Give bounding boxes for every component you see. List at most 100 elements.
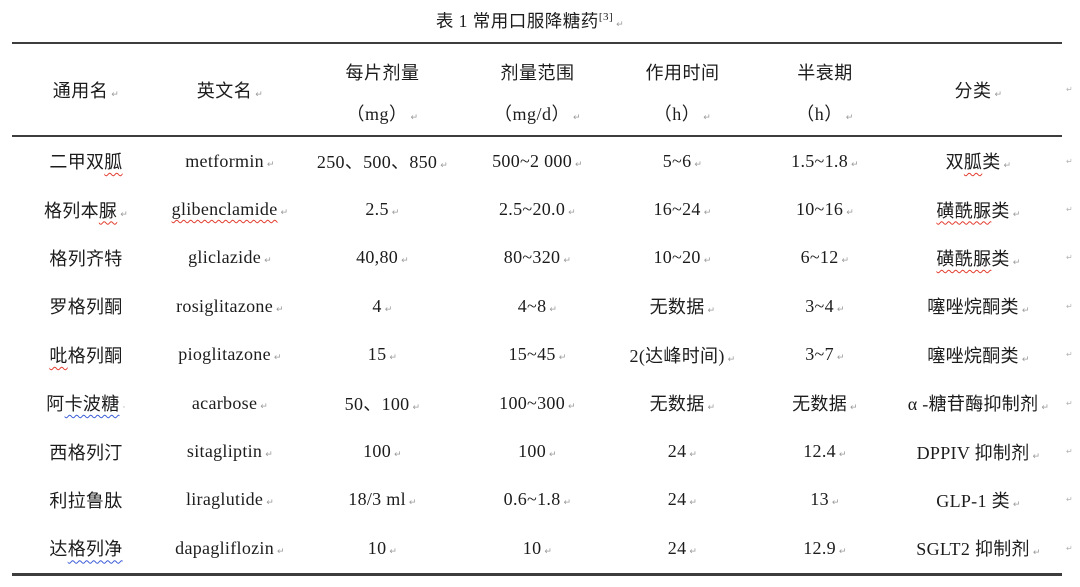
table-row: 吡格列酮 pioglitazone ↵ 15 ↵ 15~45 ↵ 2(达峰时间) ↵ 3~7 ↵ 噻唑… [12, 331, 1062, 379]
cell-text: gliclazide [188, 247, 262, 268]
cell-end-mark-icon: ↵ [850, 403, 858, 414]
cell-text: 3~7 [805, 344, 834, 365]
cell-text: 250、500、850 [316, 152, 438, 173]
cell-end-mark-icon: ↵ [563, 256, 572, 267]
cell-dose-range: 10 ↵ [465, 538, 610, 559]
table-row: 利拉鲁肽 liraglutide ↵ 18/3 ml ↵ 0.6~1.8 ↵ 24 ↵ 13 ↵ GL… [12, 476, 1062, 524]
cell-english-name: acarbose ↵ [160, 393, 300, 414]
spellcheck-red-underline: 磺酰脲 [936, 248, 992, 269]
cell-text: 噻唑烷酮类 [927, 345, 1019, 366]
header-label: 分类 ↵ [954, 80, 1003, 101]
cell-end-mark-icon: ↵ [689, 546, 698, 557]
cell-end-mark-icon: ↵ [389, 546, 398, 557]
header-action-time: 作用时间 （h） ↵ [610, 44, 755, 135]
cell-end-mark-icon: ↵ [1003, 161, 1012, 172]
cell-english-name: liraglutide ↵ [160, 489, 300, 510]
cell-text: liraglutide [185, 489, 264, 510]
spellcheck-red-underline: 胍 [963, 152, 983, 173]
header-label: 半衰期 [797, 63, 853, 83]
cell-end-mark-icon: ↵ [394, 450, 402, 461]
cell-generic-name: 吡格列酮 [12, 342, 160, 368]
cell-generic-name: 二甲双胍 [12, 148, 160, 174]
cell-text: 10~20 [653, 247, 701, 268]
cell-action-time: 2(达峰时间) ↵ [610, 342, 755, 368]
cell-end-mark-icon: ↵ [384, 304, 393, 315]
spellcheck-red-underline: 胍 [104, 152, 123, 173]
cell-end-mark-icon: ↵ [707, 306, 716, 317]
cell-generic-name: 阿卡波糖 · [12, 390, 160, 416]
cell-end-mark-icon: ↵ [568, 208, 576, 219]
spellcheck-blue-underline: 卡波糖 [64, 394, 120, 415]
header-dose-per-tablet: 每片剂量 （mg） ↵ [300, 44, 465, 135]
cell-end-mark-icon: ↵ [994, 89, 1003, 100]
cell-text: 5~6 [662, 150, 692, 171]
row-end-mark-icon: ↵ [1066, 85, 1073, 94]
cell-text: sitagliptin [186, 441, 263, 462]
cell-action-time: 10~20 ↵ [610, 247, 755, 268]
cell-end-mark-icon: ↵ [689, 498, 698, 509]
cell-end-mark-icon: ↵ [1041, 403, 1050, 414]
cell-text: dapagliflozin [175, 537, 275, 558]
table-title: 表 1 常用口服降糖药[3]↵ [0, 8, 1060, 33]
cell-text: 2(达峰时间) [629, 345, 725, 366]
cell-text: acarbose [191, 392, 258, 413]
cell-dose-per-tablet: 18/3 ml ↵ [300, 489, 465, 510]
cell-end-mark-icon: ↵ [544, 546, 553, 557]
cell-text: 24 [667, 441, 687, 462]
cell-text: 噻唑烷酮类 [927, 297, 1019, 318]
cell-text: DPPIV 抑制剂 [916, 442, 1030, 463]
paragraph-mark-icon: ↵ [616, 20, 625, 30]
header-row: 通用名 ↵ 英文名 ↵ 每片剂量 （mg） ↵ 剂量范围 （mg/d） ↵ 作用时间 （h） ↵ 半衰期 （… [12, 44, 1062, 137]
header-unit: （mg/d） ↵ [493, 104, 582, 124]
table-row: 西格列汀 sitagliptin ↵ 100 ↵ 100 ↵ 24 ↵ 12.4 ↵ DPPIV 抑制… [12, 427, 1062, 475]
cell-english-name: glibenclamide ↵ [160, 199, 300, 220]
spellcheck-blue-underline: 格列净 [67, 539, 123, 560]
table-row: 阿卡波糖 · acarbose ↵ 50、100 ↵ 100~300 ↵ 无数据 ↵ 无数据 ↵ α -… [12, 379, 1062, 427]
cell-text: 类 [991, 248, 1010, 269]
cell-end-mark-icon: ↵ [412, 403, 421, 414]
header-half-life: 半衰期 （h） ↵ [755, 44, 895, 135]
cell-end-mark-icon: ↵ [549, 304, 558, 315]
cell-end-mark-icon: ↵ [851, 159, 859, 170]
row-marks: ↵ ↵ ↵ ↵ ↵ ↵ ↵ ↵ ↵ ↵ [1066, 42, 1073, 573]
table-row: 格列本脲 ↵ glibenclamide ↵ 2.5 ↵ 2.5~20.0 ↵ 16~24 ↵ 10… [12, 185, 1062, 233]
cell-end-mark-icon: ↵ [689, 450, 698, 461]
cell-dose-range: 100~300 ↵ [465, 393, 610, 414]
cell-classification: DPPIV 抑制剂 ↵ [895, 439, 1062, 465]
cell-dose-per-tablet: 100 ↵ [300, 441, 465, 462]
cell-end-mark-icon: ↵ [694, 159, 703, 170]
table-row: 罗格列酮 rosiglitazone ↵ 4 ↵ 4~8 ↵ 无数据 ↵ 3~4 ↵ 噻唑烷酮类 ↵ [12, 282, 1062, 330]
cell-action-time: 5~6 ↵ [610, 151, 755, 172]
row-end-mark-icon: ↵ [1066, 253, 1073, 263]
spellcheck-red-underline: 磺酰脲 [936, 200, 992, 221]
cell-classification: 噻唑烷酮类 ↵ [895, 293, 1062, 319]
cell-text: 4 [372, 295, 382, 316]
cell-action-time: 16~24 ↵ [610, 199, 755, 220]
cell-end-mark-icon: ↵ [1012, 499, 1021, 510]
cell-half-life: 1.5~1.8 ↵ [755, 151, 895, 172]
cell-text: 3~4 [805, 295, 834, 316]
cell-text: 达 [49, 539, 68, 560]
cell-half-life: 6~12 ↵ [755, 247, 895, 268]
space-mark-icon: · [122, 403, 126, 414]
cell-english-name: metformin ↵ [160, 151, 300, 172]
cell-end-mark-icon: ↵ [727, 354, 736, 365]
spellcheck-red-underline: 脲 [98, 200, 118, 221]
citation-ref: [3] [598, 11, 614, 24]
header-unit: （mg） ↵ [346, 104, 419, 124]
header-label: 剂量范围 [500, 63, 575, 83]
cell-text: 阿 [46, 394, 65, 415]
cell-end-mark-icon: ↵ [572, 113, 582, 123]
cell-text: 100 [518, 441, 547, 462]
cell-english-name: gliclazide ↵ [160, 247, 300, 268]
cell-end-mark-icon: ↵ [266, 159, 275, 170]
cell-action-time: 24 ↵ [610, 538, 755, 559]
cell-text: pioglitazone [178, 344, 271, 365]
cell-dose-per-tablet: 40,80 ↵ [300, 247, 465, 268]
cell-end-mark-icon: ↵ [408, 498, 417, 509]
cell-dose-per-tablet: 2.5 ↵ [300, 199, 465, 220]
header-unit: （h） ↵ [653, 104, 712, 124]
cell-text: 二甲双 [49, 152, 105, 173]
cell-text: 类 [991, 200, 1010, 221]
cell-dose-per-tablet: 10 ↵ [300, 538, 465, 559]
